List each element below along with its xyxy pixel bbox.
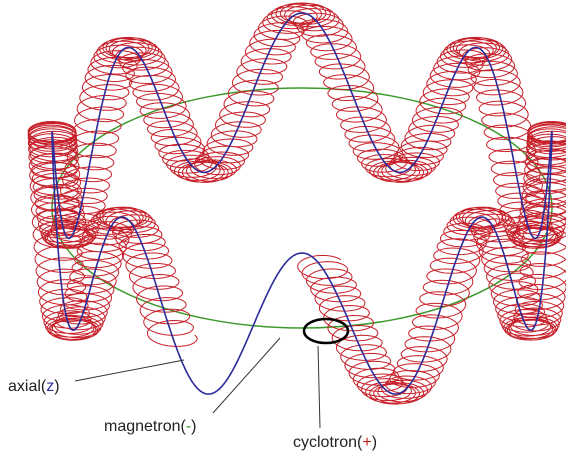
label-symbol: + (362, 434, 371, 451)
cyclotron-pointer (318, 346, 320, 428)
trajectories (28, 3, 566, 404)
magnetron-label: magnetron(-) (104, 418, 196, 435)
label-symbol: z (46, 378, 54, 395)
magnetron-pointer (213, 338, 280, 413)
label-text: ) (54, 378, 59, 395)
cyclotron-label: cyclotron(+) (293, 434, 377, 451)
label-text: magnetron( (104, 418, 186, 435)
label-text: ) (372, 434, 377, 451)
label-text: axial( (8, 378, 47, 395)
label-text: cyclotron( (293, 434, 363, 451)
axial-pointer (75, 360, 184, 381)
axial-label: axial(z) (8, 378, 60, 395)
cyclotron-helix (28, 3, 566, 404)
page: axial(z) magnetron(-) cyclotron(+) (() =… (0, 0, 566, 461)
label-text: ) (191, 418, 196, 435)
diagram: axial(z) magnetron(-) cyclotron(+) (0, 0, 566, 461)
